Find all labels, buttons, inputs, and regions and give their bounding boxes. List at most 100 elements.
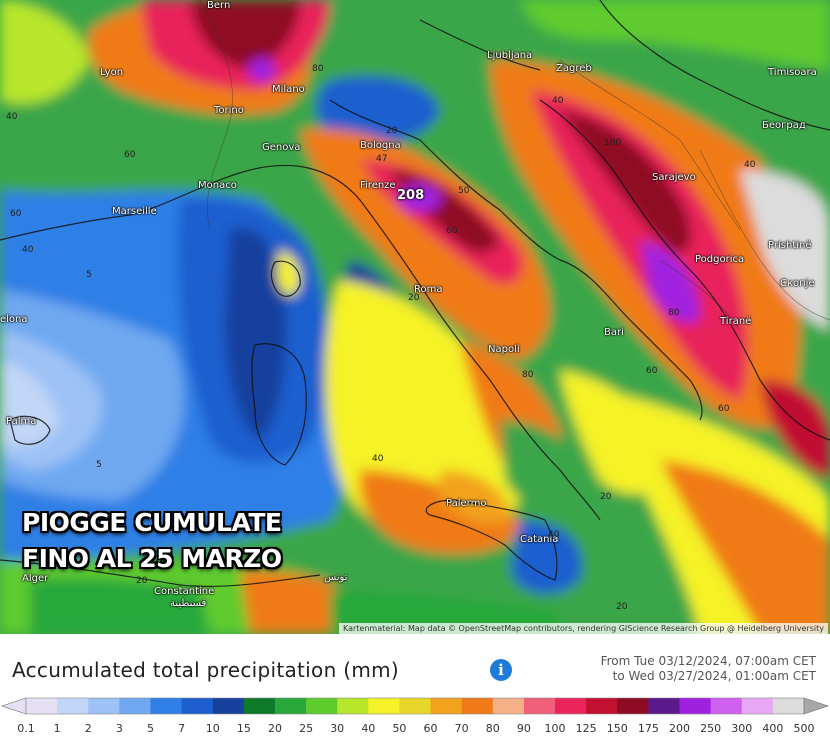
contour-label: 40 [552, 96, 564, 106]
scale-tick-label: 150 [606, 722, 628, 735]
color-scale-ticks: 0.1 1 2 3 5 7 10 15 20 25 30 40 50 60 70 80 90 100 125 150 1… [0, 722, 830, 738]
scale-swatch-250 [710, 698, 743, 714]
scale-tick-label: 40 [361, 722, 376, 735]
scale-tick-label: 90 [516, 722, 531, 735]
scale-swatch-1 [57, 698, 89, 714]
contour-label: 60 [646, 366, 658, 376]
contour-label: 80 [312, 64, 324, 74]
scale-tick-label: 175 [637, 722, 659, 735]
city-alger: Alger [22, 573, 49, 584]
scale-swatch-2 [88, 698, 120, 714]
scale-swatch-15 [243, 698, 276, 714]
contour-label: 47 [376, 154, 388, 164]
scale-tick-label: 400 [762, 722, 784, 735]
headline-line-1: PIOGGE CUMULATE [22, 508, 282, 537]
scale-swatch-25 [306, 698, 338, 714]
scale-swatch-300 [741, 698, 774, 714]
contour-label: 20 [600, 492, 612, 502]
city-napoli: Napoli [488, 344, 520, 355]
city-constantine-arabic: قسنطينة [170, 598, 207, 609]
city-podgorica: Podgorica [695, 254, 745, 265]
scale-swatch-80 [492, 698, 525, 714]
scale-tick-label: 15 [236, 722, 251, 735]
contour-label: 60 [10, 209, 22, 219]
precipitation-field [0, 0, 830, 634]
map-attribution[interactable]: Kartenmaterial: Map data © OpenStreetMap… [338, 623, 828, 634]
period-to: to Wed 03/27/2024, 01:00am CET [612, 669, 816, 683]
contour-label: 20 [386, 126, 398, 136]
scale-swatch-150 [617, 698, 649, 714]
scale-tick-label: 50 [392, 722, 407, 735]
city-zagreb: Zagreb [556, 63, 592, 74]
color-scale-bar [1, 697, 829, 715]
scale-arrow-right [803, 697, 829, 715]
city-ljubljana: Ljubljana [487, 50, 533, 61]
scale-tick-label: 0.1 [17, 722, 35, 735]
city-marseille: Marseille [112, 206, 157, 217]
max-value-label: 208 [397, 188, 425, 203]
city-sarajevo: Sarajevo [652, 172, 696, 183]
city-tunis: تونس [324, 572, 348, 583]
scale-swatch-7 [181, 698, 214, 714]
contour-label: 40 [22, 245, 34, 255]
period-from: From Tue 03/12/2024, 07:00am CET [600, 654, 816, 668]
scale-tick-label: 100 [544, 722, 566, 735]
scale-tick-label: 10 [205, 722, 220, 735]
contour-label: 20 [408, 293, 420, 303]
precipitation-map[interactable]: Bern Lyon Torino Milano Genova Monaco Ma… [0, 0, 830, 634]
scale-tick-label: 250 [700, 722, 722, 735]
contour-label: 5 [96, 460, 102, 470]
city-firenze: Firenze [360, 180, 396, 191]
city-catania: Catania [520, 534, 559, 545]
city-palma: Palma [6, 416, 37, 427]
contour-label: 20 [616, 602, 628, 612]
scale-swatch-3 [119, 698, 151, 714]
scale-tick-label: 2 [84, 722, 92, 735]
scale-swatch-60 [430, 698, 463, 714]
contour-label: 40 [6, 112, 18, 122]
city-constantine: Constantine [154, 586, 215, 597]
scale-tick-label: 30 [330, 722, 345, 735]
info-icon[interactable]: i [490, 659, 512, 681]
scale-swatch-200 [679, 698, 712, 714]
contour-label: 40 [548, 530, 560, 540]
scale-arrow-left [1, 697, 27, 715]
headline: PIOGGE CUMULATE FINO AL 25 MARZO [22, 505, 282, 577]
contour-label: 20 [136, 576, 148, 586]
city-pristina: Prishtinë [768, 240, 812, 251]
scale-tick-label: 80 [485, 722, 500, 735]
city-beograd: Београд [762, 120, 806, 131]
city-tirane: Tiranë [720, 316, 752, 327]
scale-tick-label: 3 [115, 722, 123, 735]
scale-swatch-70 [461, 698, 494, 714]
scale-tick-label: 60 [423, 722, 438, 735]
city-monaco: Monaco [198, 180, 237, 191]
scale-tick-label: 1 [53, 722, 61, 735]
contour-label: 100 [604, 138, 622, 148]
legend-title: Accumulated total precipitation (mm) [12, 658, 399, 682]
city-timisoara: Timisoara [768, 67, 817, 78]
contour-label: 60 [446, 226, 458, 236]
contour-label: 60 [124, 150, 136, 160]
scale-swatch-40 [368, 698, 400, 714]
scale-swatch-125 [586, 698, 618, 714]
city-bologna: Bologna [360, 140, 401, 151]
scale-tick-label: 70 [454, 722, 469, 735]
city-bern: Bern [207, 0, 231, 11]
scale-tick-label: 25 [299, 722, 314, 735]
scale-swatch-90 [523, 698, 556, 714]
scale-tick-label: 20 [267, 722, 282, 735]
scale-tick-label: 200 [669, 722, 691, 735]
contour-label: 40 [744, 160, 756, 170]
contour-label: 40 [372, 454, 384, 464]
scale-frame [25, 697, 805, 715]
forecast-period: From Tue 03/12/2024, 07:00am CET to Wed … [601, 654, 816, 684]
city-torino: Torino [214, 105, 244, 116]
scale-swatch-10 [212, 698, 245, 714]
scale-tick-label: 7 [178, 722, 186, 735]
contour-label: 80 [522, 370, 534, 380]
city-roma: Roma [414, 284, 443, 295]
city-lyon: Lyon [100, 67, 124, 78]
scale-tick-label: 500 [793, 722, 815, 735]
scale-swatch-100 [555, 698, 587, 714]
